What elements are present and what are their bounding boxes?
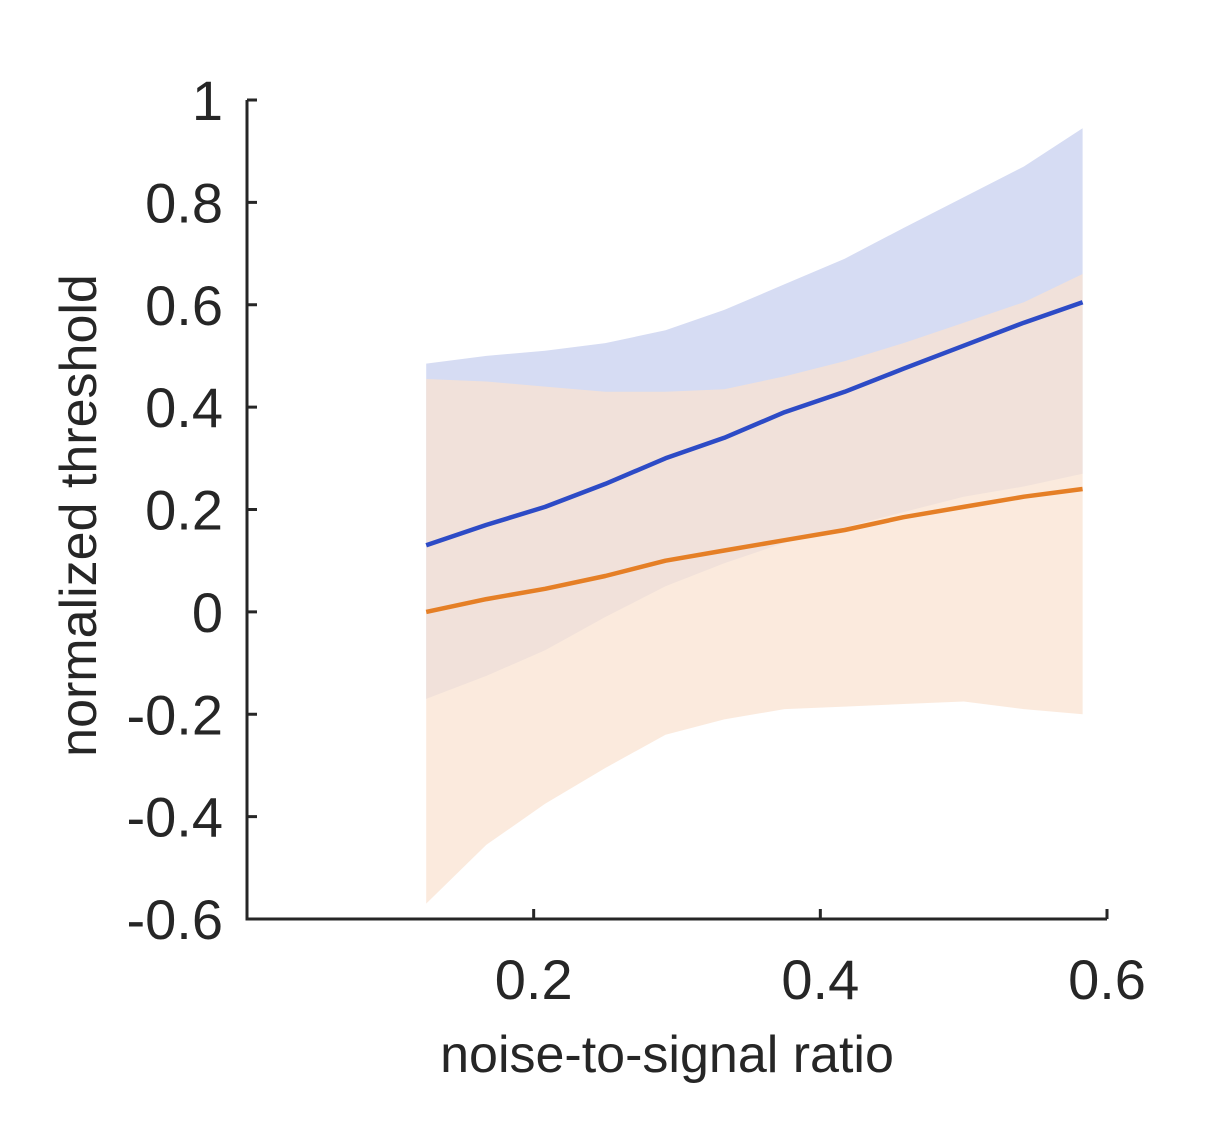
axes: -0.6 -0.4 -0.2 0 0.2 0.4 0.6 0.8 1 0.2 0.4 0.6 [127, 69, 1146, 1011]
y-tick-label: 0.2 [145, 479, 223, 542]
series-2-line [425, 486, 1083, 615]
y-tick-label: -0.2 [127, 683, 224, 746]
y-tick-label: -0.6 [127, 888, 224, 951]
y-tick-label: 0.6 [145, 274, 223, 337]
y-tick-label: 0.8 [145, 171, 223, 234]
y-tick-label: 0.4 [145, 376, 223, 439]
x-axis-label: noise-to-signal ratio [440, 1026, 894, 1084]
x-tick-label: 0.4 [781, 948, 859, 1011]
series-lines [425, 300, 1084, 615]
series-2-band [426, 274, 1083, 904]
confidence-bands [426, 128, 1083, 904]
x-tick-label: 0.6 [1068, 948, 1146, 1011]
series-1-line [425, 300, 1084, 548]
y-axis-label: normalized threshold [50, 274, 108, 757]
y-tick-label: -0.4 [127, 786, 224, 849]
x-tick-label: 0.2 [495, 948, 573, 1011]
y-tick-label: 1 [192, 69, 223, 132]
y-tick-label: 0 [192, 581, 223, 644]
